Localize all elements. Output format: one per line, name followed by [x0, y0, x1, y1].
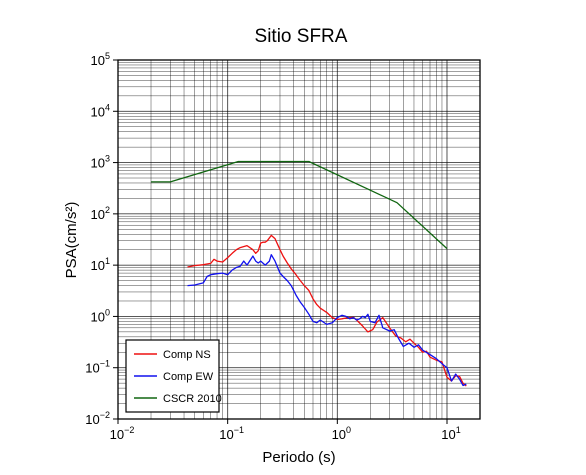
x-axis-label: Periodo (s) — [262, 449, 335, 466]
x-tick-label: 10−1 — [219, 425, 244, 442]
legend-items: Comp NS Comp EW CSCR 2010 — [134, 349, 222, 405]
legend-label: Comp EW — [163, 371, 214, 383]
y-tick-label: 100 — [91, 307, 110, 324]
legend-label: CSCR 2010 — [163, 393, 222, 405]
series-line-comp-ew — [187, 254, 467, 387]
x-tick-label: 10−2 — [110, 425, 135, 442]
x-tick-label: 100 — [332, 425, 351, 442]
series-layer — [151, 160, 467, 387]
y-tick-label: 10−1 — [85, 359, 110, 376]
x-tick-labels: 10−2 10−1 100 101 — [110, 419, 461, 442]
y-tick-label: 10−2 — [85, 410, 110, 427]
legend: Comp NS Comp EW CSCR 2010 — [125, 339, 222, 413]
x-tick-label: 101 — [441, 425, 460, 442]
series-line-comp-ns — [187, 234, 467, 387]
series-line-cscr-2010 — [151, 160, 448, 250]
legend-label: Comp NS — [163, 349, 211, 361]
chart-title: Sitio SFRA — [255, 26, 348, 47]
plot-frame — [117, 59, 481, 420]
y-tick-label: 105 — [91, 51, 110, 68]
y-tick-label: 103 — [91, 154, 110, 171]
grid — [117, 59, 481, 420]
y-tick-label: 101 — [91, 256, 110, 273]
y-tick-label: 102 — [91, 205, 110, 222]
y-tick-labels: 10−2 10−1 100 101 102 103 104 105 — [85, 51, 118, 427]
y-axis-label: PSA(cm/s²) — [63, 202, 80, 279]
y-tick-label: 104 — [91, 102, 110, 119]
